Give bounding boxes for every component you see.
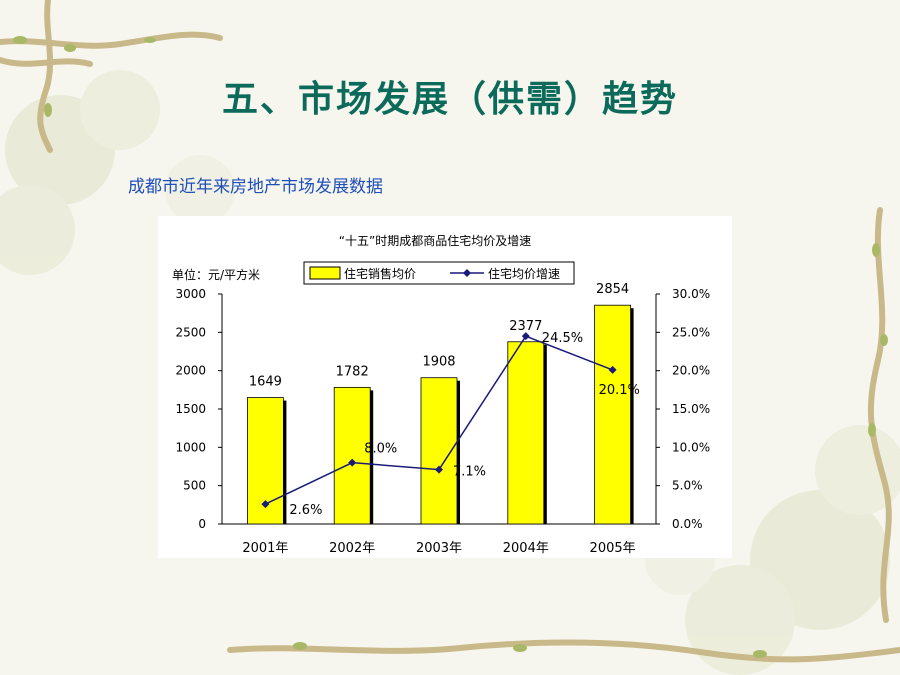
legend-line-marker xyxy=(463,269,471,277)
line-point xyxy=(261,500,270,509)
left-tick-label: 1000 xyxy=(175,440,206,454)
legend: 住宅销售均价 住宅均价增速 xyxy=(303,261,575,285)
bar-value-label: 1908 xyxy=(422,355,455,370)
slide-subtitle: 成都市近年来房地产市场发展数据 xyxy=(128,177,383,197)
left-tick-label: 2500 xyxy=(175,325,206,339)
right-tick-label: 10.0% xyxy=(672,440,710,454)
bar-value-label: 1782 xyxy=(336,364,369,379)
line-value-label: 2.6% xyxy=(289,503,322,518)
line-value-label: 8.0% xyxy=(364,442,397,457)
right-tick-label: 15.0% xyxy=(672,402,710,416)
legend-bar-swatch xyxy=(309,266,341,280)
right-axis-ticks: 0.0% 5.0% 10.0% 15.0% 20.0% 25.0% 30.0% xyxy=(656,287,710,531)
bar-series: 1649 1782 1908 2377 2854 xyxy=(247,282,634,525)
x-tick-label: 2003年 xyxy=(416,541,462,556)
legend-box xyxy=(303,261,575,285)
line-value-label: 7.1% xyxy=(453,465,486,480)
line-point xyxy=(521,332,530,341)
x-tick-label: 2001年 xyxy=(242,541,288,556)
bar-value-label: 1649 xyxy=(249,375,282,390)
legend-bar-label: 住宅销售均价 xyxy=(344,266,416,281)
bar xyxy=(594,304,632,525)
x-tick-label: 2004年 xyxy=(503,541,549,556)
x-tick-label: 2002年 xyxy=(329,541,375,556)
left-tick-label: 3000 xyxy=(175,287,206,301)
line-series: 2.6% 8.0% 7.1% 24.5% 20.1% xyxy=(261,331,640,518)
right-tick-label: 0.0% xyxy=(672,517,703,531)
x-tick-label: 2005年 xyxy=(590,541,636,556)
bar-value-label: 2377 xyxy=(509,319,542,334)
chart: “十五”时期成都商品住宅均价及增速 单位：元/平方米 住宅销售均价 住宅均价增速… xyxy=(172,233,710,556)
bar-value-label: 2854 xyxy=(596,282,629,297)
left-tick-label: 1500 xyxy=(175,402,206,416)
bar xyxy=(507,341,545,525)
slide-title: 五、市场发展（供需）趋势 xyxy=(221,78,678,120)
x-axis-labels: 2001年 2002年 2003年 2004年 2005年 xyxy=(242,541,635,556)
line-point xyxy=(608,365,617,374)
chart-title: “十五”时期成都商品住宅均价及增速 xyxy=(339,233,531,248)
left-tick-label: 2000 xyxy=(175,364,206,378)
unit-label: 单位：元/平方米 xyxy=(172,267,260,282)
line-point xyxy=(348,458,357,467)
right-tick-label: 25.0% xyxy=(672,325,710,339)
right-tick-label: 20.0% xyxy=(672,364,710,378)
line-value-label: 24.5% xyxy=(542,331,583,346)
legend-line-label: 住宅均价增速 xyxy=(488,266,560,281)
left-axis-ticks: 0 500 1000 1500 2000 2500 3000 xyxy=(175,287,222,531)
right-tick-label: 30.0% xyxy=(672,287,710,301)
line-value-label: 20.1% xyxy=(599,383,640,398)
right-tick-label: 5.0% xyxy=(672,479,703,493)
bar xyxy=(333,386,371,525)
line-point xyxy=(435,465,443,474)
left-tick-label: 0 xyxy=(198,517,206,531)
chart-panel: “十五”时期成都商品住宅均价及增速 单位：元/平方米 住宅销售均价 住宅均价增速… xyxy=(158,216,732,558)
left-tick-label: 500 xyxy=(183,479,206,493)
